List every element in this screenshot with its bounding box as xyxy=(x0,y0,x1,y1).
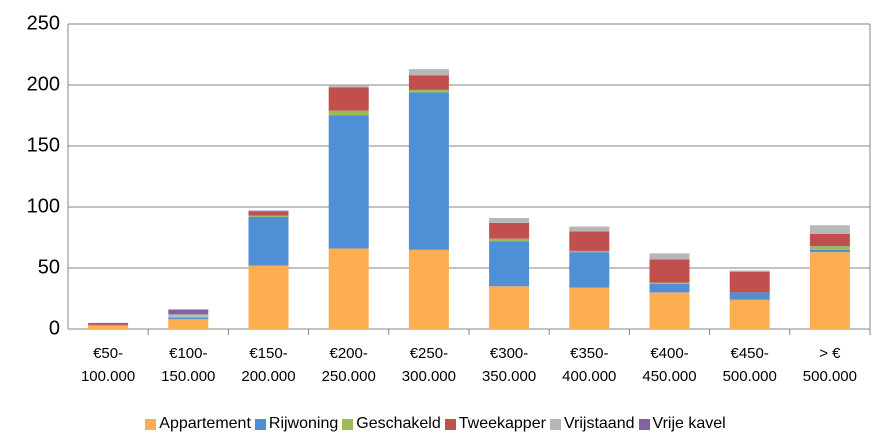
bar-segment xyxy=(569,226,610,232)
x-tick-label: €200- 250.000 xyxy=(321,345,376,385)
bar-segment xyxy=(649,283,690,293)
x-tick-label: €400- 450.000 xyxy=(642,345,697,385)
bar-segment xyxy=(328,85,369,88)
legend-item: Tweekapper xyxy=(444,415,546,433)
legend-item: Geschakeld xyxy=(342,415,441,433)
bar-segment xyxy=(649,292,690,329)
x-tick-label: > € 500.000 xyxy=(802,345,857,385)
y-tick-label: 100 xyxy=(27,195,60,217)
legend-label: Vrije kavel xyxy=(652,415,726,432)
bar-segment xyxy=(88,324,129,326)
y-tick-label: 250 xyxy=(27,12,60,34)
legend-swatch xyxy=(254,418,266,430)
legend-label: Tweekapper xyxy=(458,415,546,432)
bar-segment xyxy=(328,87,369,111)
bar-segment xyxy=(168,319,209,329)
bar-segment xyxy=(248,265,289,329)
bar-segment xyxy=(569,250,610,253)
bar-segment xyxy=(408,75,449,90)
x-tick-label: €50- 100.000 xyxy=(80,345,136,385)
legend-item: Appartement xyxy=(145,415,251,433)
x-tick-label: €250- 300.000 xyxy=(401,345,456,385)
legend-label: Appartement xyxy=(159,415,251,432)
bar-segment xyxy=(248,215,289,217)
bar-segment xyxy=(408,92,449,250)
bar-segment xyxy=(489,222,530,239)
bar-segment xyxy=(809,249,850,253)
bar-segment xyxy=(809,246,850,250)
bar-segment xyxy=(328,248,369,329)
bar-segment xyxy=(88,325,129,329)
bar-segment xyxy=(569,287,610,329)
legend-swatch xyxy=(145,418,157,430)
bar-segment xyxy=(649,282,690,284)
legend-swatch xyxy=(444,418,456,430)
bar-segment xyxy=(248,216,289,266)
bar-segment xyxy=(649,253,690,260)
bar-segment xyxy=(809,225,850,234)
bar-segment xyxy=(408,69,449,76)
legend-item: Vrije kavel xyxy=(638,415,726,433)
legend-label: Rijwoning xyxy=(268,415,339,432)
y-tick-label: 0 xyxy=(49,317,60,339)
bar-segment xyxy=(168,318,209,320)
x-tick-label: €450- 500.000 xyxy=(722,345,777,385)
bar-segment xyxy=(489,241,530,287)
legend-swatch xyxy=(549,418,561,430)
bar-segment xyxy=(489,286,530,329)
x-tick-label: €100- 150.000 xyxy=(161,345,216,385)
legend-swatch xyxy=(342,418,354,430)
bar-segment xyxy=(489,238,530,242)
bar-segment xyxy=(168,309,209,315)
x-tick-label: €150- 200.000 xyxy=(241,345,296,385)
legend-swatch xyxy=(638,418,650,430)
bar-segment xyxy=(168,316,209,319)
y-tick-label: 150 xyxy=(27,134,60,156)
bar-segment xyxy=(569,252,610,288)
x-tick-label: €350- 400.000 xyxy=(562,345,617,385)
bar-segment xyxy=(248,210,289,212)
bar-segment xyxy=(809,252,850,329)
bar-segment xyxy=(328,110,369,116)
bar-segment xyxy=(328,115,369,249)
legend-item: Rijwoning xyxy=(254,415,339,433)
bar-segment xyxy=(809,233,850,247)
bar-segment xyxy=(569,231,610,251)
legend: Appartement Rijwoning Geschakeld Tweekapper… xyxy=(0,415,875,433)
y-tick-label: 50 xyxy=(38,256,60,278)
bar-segment xyxy=(248,211,289,216)
bar-segment xyxy=(408,89,449,93)
legend-label: Vrijstaand xyxy=(563,415,635,432)
y-tick-label: 200 xyxy=(27,73,60,95)
bar-segment xyxy=(649,259,690,283)
bar-segment xyxy=(168,314,209,317)
legend-label: Geschakeld xyxy=(356,415,441,432)
legend-item: Vrijstaand xyxy=(549,415,635,433)
bar-segment xyxy=(408,249,449,329)
bar-segment xyxy=(729,299,770,329)
bar-segment xyxy=(729,292,770,300)
x-tick-label: €300- 350.000 xyxy=(481,345,537,385)
bar-segment xyxy=(489,217,530,223)
bar-segment xyxy=(729,271,770,293)
bar-segment xyxy=(729,270,770,272)
bar-segment xyxy=(88,322,129,325)
